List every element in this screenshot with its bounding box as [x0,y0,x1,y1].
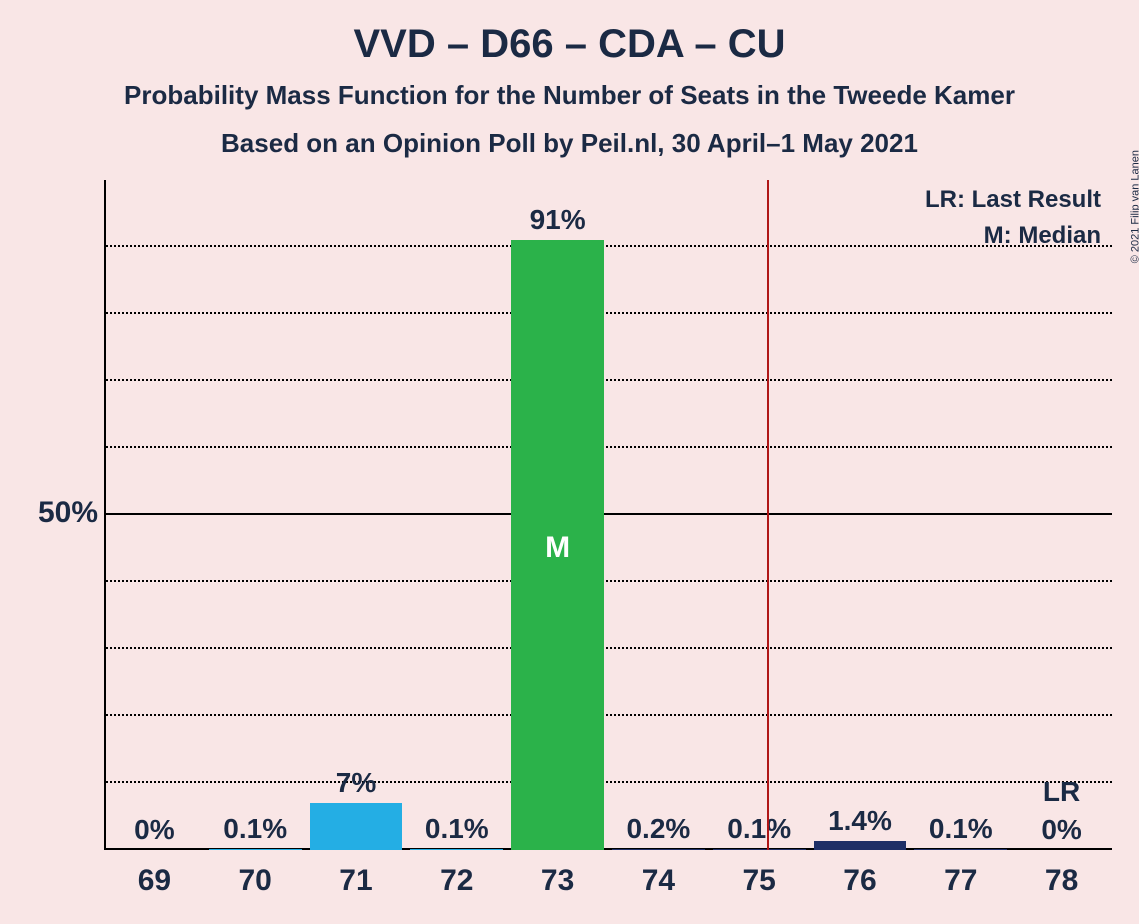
bar [310,803,403,850]
gridline [106,714,1112,716]
x-tick-label: 71 [306,864,407,898]
median-marker: M [507,531,608,565]
bar [410,849,503,850]
bar-value-label: 0.1% [406,813,507,845]
gridline [106,580,1112,582]
lr-vertical-line [767,180,769,850]
x-tick-label: 69 [104,864,205,898]
chart-subtitle-1: Probability Mass Function for the Number… [0,80,1139,111]
plot-area: 0%0.1%7%0.1%91%0.2%0.1%1.4%0.1%0%MLR [104,180,1112,850]
x-tick-label: 77 [910,864,1011,898]
bar-value-label: 0.1% [910,813,1011,845]
bar-value-label: 0.1% [205,813,306,845]
bar-value-label: 0% [1011,814,1112,846]
x-tick-label: 76 [810,864,911,898]
x-tick-label: 70 [205,864,306,898]
bar-value-label: 91% [507,204,608,236]
x-tick-label: 74 [608,864,709,898]
x-tick-label: 73 [507,864,608,898]
copyright-text: © 2021 Filip van Lanen [1129,150,1139,263]
gridline [106,647,1112,649]
bar-value-label: 0.1% [709,813,810,845]
gridline [106,245,1112,247]
bar [209,849,302,850]
lr-marker: LR [1011,776,1112,808]
bar [612,849,705,850]
midline-50 [104,513,1112,515]
bar [914,849,1007,850]
bar-value-label: 7% [306,767,407,799]
bar-value-label: 0.2% [608,813,709,845]
gridline [106,312,1112,314]
x-tick-label: 75 [709,864,810,898]
legend-m: M: Median [984,222,1101,250]
bar [814,841,907,850]
bar-value-label: 1.4% [810,805,911,837]
y-axis [104,180,106,850]
y-axis-label-50: 50% [10,496,98,530]
chart-title: VVD – D66 – CDA – CU [0,22,1139,67]
bar-value-label: 0% [104,814,205,846]
chart-subtitle-2: Based on an Opinion Poll by Peil.nl, 30 … [0,128,1139,159]
gridline [106,446,1112,448]
x-tick-label: 78 [1011,864,1112,898]
legend-lr: LR: Last Result [925,186,1101,214]
gridline [106,781,1112,783]
gridline [106,379,1112,381]
bar [713,849,806,850]
x-tick-label: 72 [406,864,507,898]
